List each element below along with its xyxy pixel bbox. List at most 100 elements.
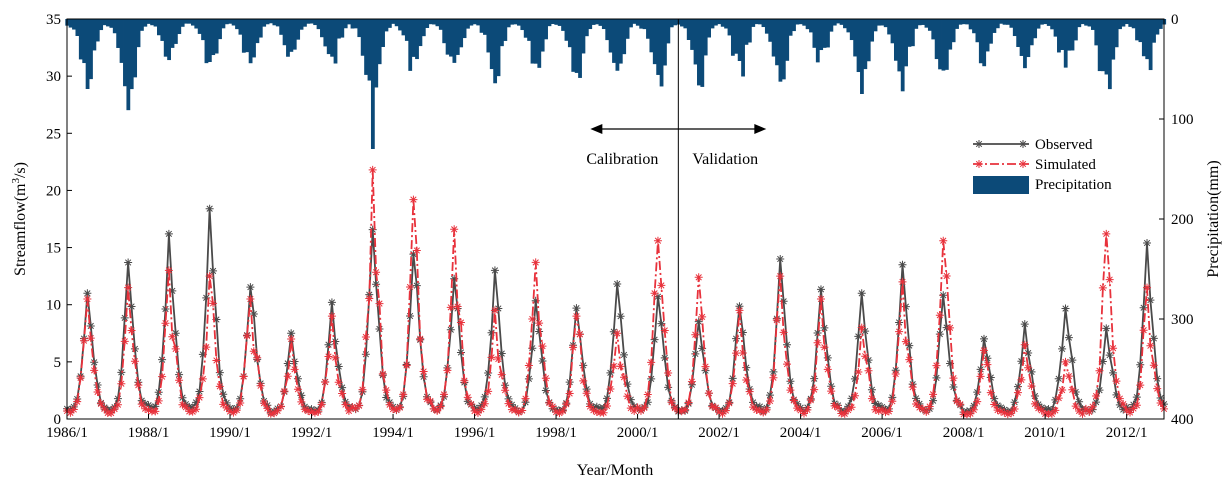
- simulated-point: [144, 406, 153, 415]
- simulated-point: [1058, 386, 1067, 395]
- observed-point: [361, 350, 370, 359]
- observed-point: [287, 329, 296, 338]
- simulated-point: [178, 400, 187, 409]
- simulated-point: [246, 295, 255, 303]
- observed-point: [161, 304, 170, 313]
- precipitation-bar: [1063, 19, 1068, 68]
- precipitation-bar: [462, 19, 467, 39]
- precipitation-bar: [360, 19, 365, 56]
- precipitation-bar: [1029, 19, 1034, 46]
- simulated-point: [266, 409, 275, 418]
- simulated-point: [219, 400, 228, 409]
- observed-point: [735, 302, 744, 311]
- precipitation-bar: [775, 19, 779, 66]
- precipitation-bar: [1073, 19, 1078, 41]
- precipitation-bar: [337, 19, 341, 39]
- simulated-point: [636, 406, 645, 415]
- simulated-point: [667, 398, 676, 407]
- observed-point: [912, 394, 921, 403]
- precipitation-bar: [353, 19, 358, 29]
- precipitation-bar: [72, 19, 76, 30]
- precipitation-bar: [608, 19, 613, 53]
- precipitation-bar: [157, 19, 161, 36]
- precipitation-bar: [612, 19, 616, 63]
- precipitation-bar: [377, 19, 382, 65]
- simulated-point: [752, 406, 761, 415]
- precipitation-bar: [941, 19, 946, 71]
- simulated-point: [973, 397, 982, 406]
- precipitation-bar: [863, 19, 868, 70]
- legend-marker: [975, 140, 983, 148]
- left-arrowhead: [590, 124, 603, 134]
- observed-point: [979, 334, 988, 343]
- simulated-point: [321, 378, 330, 387]
- simulated-point: [501, 386, 510, 395]
- precipitation-bar: [900, 19, 905, 92]
- observed-point: [158, 355, 167, 364]
- observed-point: [874, 401, 883, 410]
- observed-point: [864, 356, 873, 365]
- precipitation-bar: [615, 19, 620, 71]
- right-tick-label: 200: [1171, 212, 1194, 228]
- observed-point: [297, 391, 306, 400]
- precipitation-bar: [258, 19, 263, 38]
- simulated-point: [582, 389, 591, 398]
- simulated-point: [521, 394, 530, 403]
- precipitation-bar: [265, 19, 270, 25]
- precipitation-bar: [683, 19, 688, 29]
- simulated-point: [477, 405, 486, 414]
- simulated-point: [161, 319, 170, 328]
- precipitation-bar: [435, 19, 440, 27]
- simulated-point: [878, 405, 887, 414]
- precipitation-bar: [663, 19, 667, 66]
- precipitation-bar: [632, 19, 637, 24]
- precipitation-bar: [574, 19, 579, 73]
- precipitation-bar: [992, 19, 997, 33]
- observed-point: [484, 369, 493, 378]
- precipitation-bar: [523, 19, 528, 38]
- simulated-point: [732, 349, 741, 358]
- simulated-point: [657, 281, 666, 290]
- simulated-point: [1156, 398, 1165, 407]
- precipitation-bar: [737, 19, 742, 61]
- observed-point: [1132, 393, 1141, 402]
- simulated-point: [650, 289, 659, 298]
- observed-point: [504, 394, 513, 403]
- precipitation-bar: [829, 19, 834, 32]
- left-tick-label: 10: [46, 298, 61, 314]
- simulated-point: [287, 335, 296, 343]
- precipitation-bar: [961, 19, 966, 25]
- simulated-point: [412, 246, 421, 255]
- precipitation-bar: [995, 19, 1000, 29]
- simulated-point: [586, 402, 595, 411]
- simulated-point: [368, 165, 377, 174]
- simulated-point: [647, 358, 656, 367]
- simulated-point: [96, 399, 105, 408]
- simulated-point: [456, 318, 465, 327]
- simulated-point: [263, 404, 272, 413]
- simulated-point: [273, 406, 282, 415]
- precipitation-bar: [92, 19, 97, 51]
- simulated-point: [1095, 366, 1104, 375]
- observed-point: [939, 291, 948, 300]
- observed-point: [647, 374, 656, 383]
- precipitation-bar: [394, 19, 399, 27]
- simulated-point: [141, 404, 150, 413]
- observed-point: [1115, 400, 1124, 409]
- simulated-point: [1153, 384, 1162, 393]
- precipitation-bar: [469, 19, 474, 26]
- precipitation-bar: [136, 19, 141, 48]
- precipitation-bar: [846, 19, 851, 33]
- simulated-point: [1034, 404, 1043, 413]
- precipitation-bar: [785, 19, 790, 61]
- observed-point: [728, 374, 737, 383]
- simulated-point: [419, 367, 428, 376]
- simulated-point: [935, 311, 944, 320]
- right-axis-title: Precipitation(mm): [1205, 160, 1222, 277]
- legend-swatch-precipitation: [973, 176, 1029, 194]
- precipitation-bar: [1145, 19, 1150, 60]
- simulated-point: [1024, 363, 1033, 372]
- simulated-point: [365, 294, 374, 303]
- precipitation-bar: [1111, 19, 1116, 60]
- x-tick-label: 1988/1: [128, 425, 170, 441]
